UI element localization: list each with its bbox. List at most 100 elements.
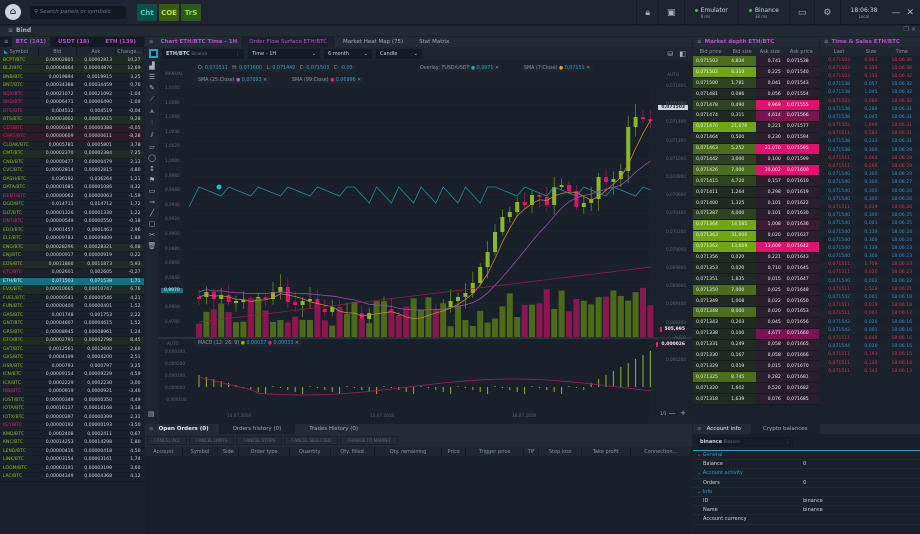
watchlist-row[interactable]: GAS/BTC 0,001748 0,001753 2,22 [0, 311, 144, 320]
watchlist-row[interactable]: DNT/BTC 0,00000549 0,00000550 -0,18 [0, 217, 144, 227]
chart-type-select[interactable]: Candle ⌄ [376, 48, 422, 59]
watchlist-row[interactable]: CMT/BTC 0,00002370 0,00002384 7,25 [0, 149, 144, 159]
orders-col[interactable]: Quantity [289, 447, 331, 456]
watchlist-row[interactable]: BTG/BTC 0,004512 0,004519 -0,04 [0, 107, 144, 116]
watchlist-row[interactable]: BCPT/BTC 0,00002801 0,00002813 10,27 [0, 56, 144, 65]
layers-icon[interactable]: ☰ [148, 73, 156, 81]
indicator-overlay[interactable]: Overlay: TUSD/USDT ● 0,9971 ✕ [417, 65, 503, 72]
chart-type-icon[interactable]: ▟ [149, 62, 155, 70]
orders-col[interactable]: Qty. remaining [374, 447, 443, 456]
depth-row[interactable]: 0,071356 0,020 0,221 0,071643 [693, 252, 819, 264]
rectangle-icon[interactable]: ▭ [148, 187, 156, 195]
tab-account-info[interactable]: Account info [706, 426, 741, 432]
depth-row[interactable]: 0,071442 3,000 0,100 0,071599 [693, 154, 819, 166]
orders-col[interactable]: Connection... [630, 447, 693, 456]
depth-row[interactable]: 0,071478 0,490 9,969 0,071555 [693, 99, 819, 111]
depth-row[interactable]: 0,071400 1,325 0,101 0,071622 [693, 197, 819, 209]
account-section[interactable]: ⌄ General [693, 449, 920, 461]
watchlist-row[interactable]: DASH/BTC 0,036192 0,036264 1,21 [0, 175, 144, 184]
watchlist-row[interactable]: LEND/BTC 0,00000416 0,00000418 4,50 [0, 447, 144, 456]
watchlist-row[interactable]: ENG/BTC 0,00028296 0,00028321 6,08 [0, 243, 144, 252]
range-select[interactable]: 6 month ⌄ [324, 48, 372, 59]
scale-mode-left[interactable]: MANUAL [165, 71, 183, 76]
tab-heat-map[interactable]: Market Heat Map (75) [343, 39, 404, 45]
depth-row[interactable]: 0,071329 0,019 0,015 0,071670 [693, 360, 819, 373]
orders-col[interactable]: Symbol [182, 447, 219, 456]
watchlist-row[interactable]: ICX/BTC 0,0002229 0,0002230 3,00 [0, 379, 144, 388]
depth-row[interactable]: 0,071348 8,000 0,020 0,071653 [693, 306, 819, 318]
watchlist-row[interactable]: ICN/BTC 0,00009154 0,00009229 4,59 [0, 370, 144, 380]
menu-icon[interactable]: ≡ [4, 39, 9, 45]
order-action-button[interactable]: CANCEL SELECTED [284, 436, 339, 445]
calendar-icon[interactable]: ▤ [148, 410, 155, 418]
menu-icon[interactable]: ≡ [697, 426, 702, 432]
tab-chart[interactable]: Chart ETH/BTC Time - 1H [156, 37, 242, 47]
depth-row[interactable]: 0,071363 31,600 0,020 0,071637 [693, 230, 819, 242]
depth-row[interactable]: 0,071426 7,000 30,002 0,071600 [693, 164, 819, 177]
watchlist-row[interactable]: DATA/BTC 0,00001085 0,00001086 4,32 [0, 183, 144, 193]
tab-btc[interactable]: BTC (141) [11, 37, 51, 47]
tab-open-orders[interactable]: Open Orders (0) [158, 426, 209, 432]
watchlist-row[interactable]: BQX/BTC 0,00021072 0,00021092 -1,04 [0, 90, 144, 99]
depth-row[interactable]: 0,071325 8,745 0,282 0,071681 [693, 371, 819, 384]
col-change[interactable]: Change... [115, 47, 144, 56]
account-selector[interactable]: binance Binance ⋮ [697, 437, 793, 447]
pitchfork-icon[interactable]: ⩚ [150, 107, 154, 115]
timeframe-select[interactable]: Time - 1H ⌄ [248, 48, 320, 59]
layout-icon[interactable]: ▣ [658, 0, 684, 25]
watchlist-row[interactable]: FUN/BTC 0,00000400 0,00000401 1,52 [0, 302, 144, 312]
minimize-icon[interactable]: — [891, 7, 901, 18]
account-section[interactable]: ⌄ Account activity [693, 468, 920, 479]
menu-icon[interactable]: ≡ [149, 39, 154, 45]
watchlist-row[interactable]: IOTA/BTC 0,00016137 0,00016168 3,18 [0, 404, 144, 414]
tab-trades-history[interactable]: Trades History (0) [309, 426, 359, 432]
order-action-button[interactable]: CANCEL STOPS [236, 436, 283, 445]
depth-row[interactable]: 0,071350 7,000 0,025 0,071648 [693, 284, 819, 297]
channel-icon[interactable]: ⫽ [150, 131, 154, 139]
app-logo[interactable]: ⌂ [5, 4, 21, 20]
connection-binance[interactable]: Binance 38 ms [737, 0, 789, 25]
depth-row[interactable]: 0,071353 0,020 0,710 0,071645 [693, 262, 819, 275]
order-action-button[interactable]: CANCEL LIMITS [188, 436, 235, 445]
watchlist-row[interactable]: ENJ/BTC 0,00000917 0,00000919 0,22 [0, 251, 144, 261]
indicator-sma25[interactable]: SMA (25:Close) ● 0,07093 ✕ [195, 77, 271, 84]
watchlist-row[interactable]: GRS/BTC 0,00008945 0,00008961 1,24 [0, 328, 144, 337]
watchlist-row[interactable]: KMD/BTC 0,0002408 0,0002411 0,67 [0, 430, 144, 439]
close-icon[interactable]: ✕ [906, 7, 914, 18]
tab-orders-history[interactable]: Orders history (0) [218, 424, 296, 434]
indicator-sma7[interactable]: SMA (7:Close) ● 0,07151 ✕ [521, 65, 594, 72]
watchlist-row[interactable]: IOST/BTC 0,00000349 0,00000350 4,49 [0, 396, 144, 405]
watchlist-row[interactable]: LINK/BTC 0,00003154 0,00003161 1,74 [0, 455, 144, 465]
indicator-macd[interactable]: MACD (12: 26: 9) ● 0,00037 ● 0,00033 ✕ [195, 340, 302, 347]
depth-row[interactable]: 0,071411 1,264 0,298 0,071619 [693, 186, 819, 199]
window-controls[interactable]: ❐ ✕ [903, 26, 917, 33]
depth-row[interactable]: 0,071343 0,203 0,045 0,071656 [693, 317, 819, 329]
indicator-sma99[interactable]: SMA (99:Close) ● 0,06996 ✕ [289, 77, 365, 84]
order-action-button[interactable]: CHANGE TO MARKET [340, 436, 398, 445]
depth-row[interactable]: 0,071470 21,070 0,221 0,071577 [693, 121, 819, 133]
quick-button-trs[interactable]: TrS [181, 4, 201, 21]
depth-row[interactable]: 0,071338 0,100 4,677 0,071660 [693, 328, 819, 340]
watchlist-row[interactable]: BTS/BTC 0,00003002 0,00003015 9,28 [0, 115, 144, 125]
quick-button-cht[interactable]: Cht [137, 4, 157, 21]
tab-stat-matrix[interactable]: Stat Matrix [419, 39, 450, 45]
orders-col[interactable]: Stop loss [538, 447, 582, 456]
tab-eth[interactable]: ETH (139) [105, 39, 136, 45]
flag-icon[interactable]: ⚑ [148, 176, 156, 184]
watchlist-row[interactable]: EOS/BTC 0,0011860 0,0011873 5,93 [0, 260, 144, 269]
depth-row[interactable]: 0,071500 1,781 0,041 0,071543 [693, 77, 819, 90]
col-bid[interactable]: Bid [38, 47, 78, 56]
sidebar-icon[interactable]: ◧ [679, 49, 686, 58]
depth-row[interactable]: 0,071331 0,249 0,058 0,071665 [693, 339, 819, 351]
orders-col[interactable]: Take profit [581, 447, 631, 456]
col-ask[interactable]: Ask [76, 47, 116, 56]
connection-emulator[interactable]: Emulator 8 ms [683, 0, 738, 25]
watchlist-row[interactable]: CHAT/BTC 0,00000609 0,00000611 -8,28 [0, 132, 144, 142]
watchlist-row[interactable]: CND/BTC 0,00000477 0,00000479 2,13 [0, 158, 144, 167]
watchlist-row[interactable]: KNC/BTC 0,00014253 0,00014298 1,80 [0, 438, 144, 448]
lock-icon[interactable]: 🔒︎ [636, 0, 658, 25]
depth-row[interactable]: 0,071481 0,086 0,056 0,071554 [693, 88, 819, 101]
watchlist-row[interactable]: HSR/BTC 0,000793 0,000797 3,25 [0, 362, 144, 371]
frame-icon[interactable]: ▢ [148, 220, 156, 228]
fib-icon[interactable]: ⫶ [151, 119, 153, 127]
